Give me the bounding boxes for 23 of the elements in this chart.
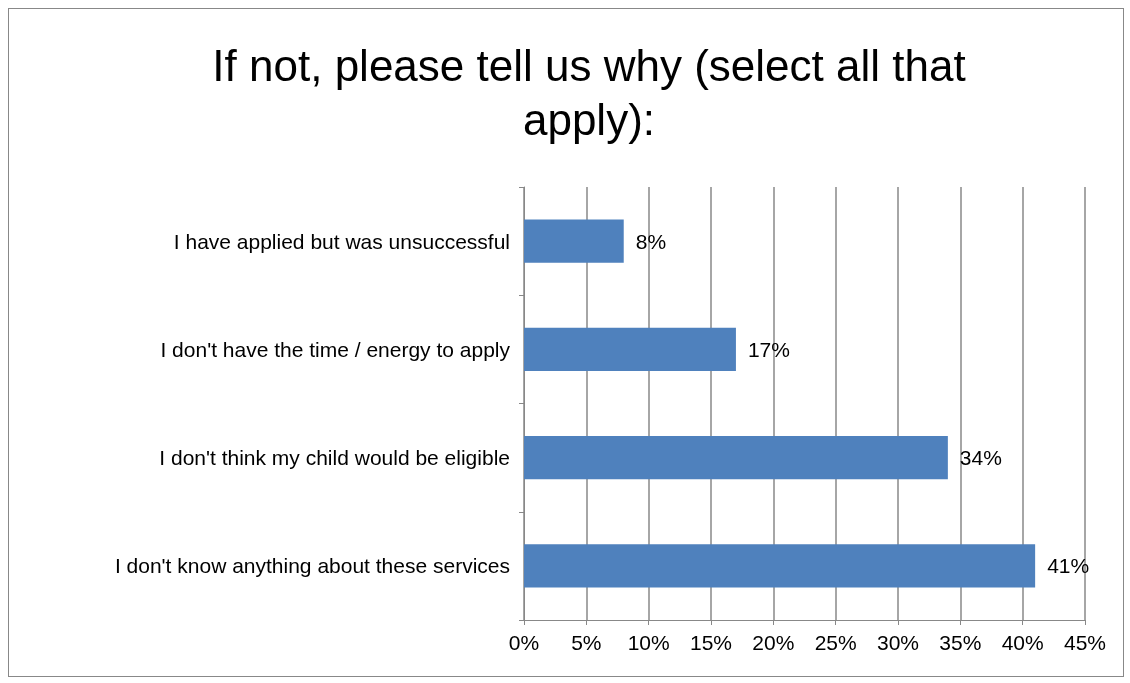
bar: [524, 327, 736, 372]
bar: [524, 219, 624, 263]
y-tick-label: I have applied but was unsuccessful: [173, 229, 510, 253]
bar: [524, 544, 1036, 588]
chart-title: If not, please tell us why (select all that apply):: [211, 40, 967, 146]
x-tick-label: 30%: [876, 631, 920, 654]
y-tick-label: I don't have the time / energy to apply: [160, 337, 511, 361]
y-tick-label: I don't think my child would be eligible: [159, 446, 510, 470]
data-label: 41%: [1047, 554, 1090, 578]
x-tick-label: 25%: [814, 631, 857, 654]
y-tick-label: I don't know anything about these services: [114, 554, 510, 578]
data-label: 17%: [747, 337, 790, 361]
bar: [524, 435, 948, 480]
x-tick-label: 20%: [752, 631, 795, 654]
data-label: 34%: [959, 446, 1002, 470]
x-tick-label: 40%: [1001, 631, 1044, 654]
x-tick-label: 0%: [508, 631, 540, 654]
x-tick-label: 10%: [627, 631, 670, 654]
x-tick-label: 15%: [689, 631, 733, 654]
data-label: 8%: [635, 229, 667, 253]
x-tick-label: 35%: [939, 631, 982, 654]
x-tick-label: 5%: [571, 631, 602, 654]
x-tick-label: 45%: [1063, 631, 1107, 654]
